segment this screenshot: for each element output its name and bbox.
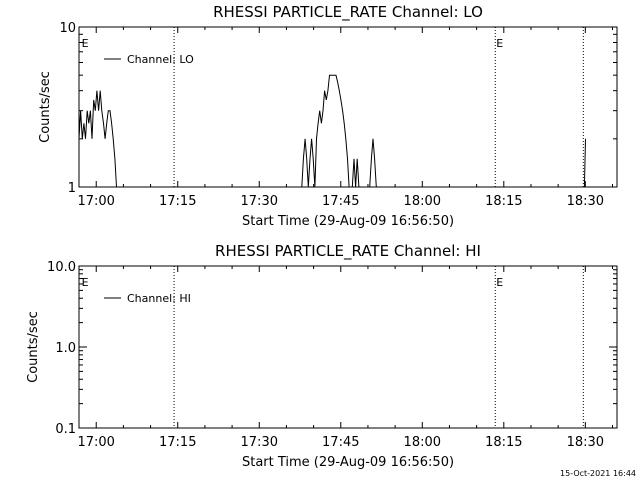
hi-chart-title: RHESSI PARTICLE_RATE Channel: HI bbox=[215, 242, 481, 261]
lo-x-tick-label: 17:15 bbox=[159, 194, 196, 209]
lo-x-tick-label: 18:00 bbox=[404, 194, 441, 209]
lo-y-tick-label: 10 bbox=[59, 21, 76, 36]
lo-channel-panel: RHESSI PARTICLE_RATE Channel: LO Start T… bbox=[38, 3, 618, 229]
lo-event-marker-label: E bbox=[496, 37, 503, 50]
lo-event-marker-label: E bbox=[82, 37, 89, 50]
hi-y-tick-label: 10.0 bbox=[47, 260, 76, 275]
hi-channel-panel: RHESSI PARTICLE_RATE Channel: HI Start T… bbox=[26, 242, 618, 470]
lo-x-axis-label: Start Time (29-Aug-09 16:56:50) bbox=[242, 214, 454, 229]
lo-plot-frame bbox=[78, 26, 618, 188]
hi-legend-label: Channel: HI bbox=[127, 292, 191, 305]
lo-series-line bbox=[78, 90, 123, 188]
lo-chart-title: RHESSI PARTICLE_RATE Channel: LO bbox=[213, 3, 483, 22]
hi-x-tick-label: 17:00 bbox=[77, 435, 114, 450]
hi-x-tick-label: 18:00 bbox=[404, 435, 441, 450]
hi-y-axis-label: Counts/sec bbox=[26, 311, 41, 383]
lo-series-line bbox=[301, 74, 361, 188]
lo-y-tick-label: 1 bbox=[68, 181, 76, 196]
generation-timestamp: 15-Oct-2021 16:44 bbox=[560, 469, 636, 478]
hi-x-tick-label: 18:30 bbox=[567, 435, 604, 450]
hi-y-tick-label: 1.0 bbox=[55, 341, 76, 356]
lo-legend-label: Channel: LO bbox=[127, 53, 194, 66]
hi-plot-frame bbox=[78, 265, 618, 429]
lo-x-tick-label: 17:45 bbox=[322, 194, 359, 209]
hi-event-marker-label: E bbox=[496, 276, 503, 289]
hi-x-tick-label: 17:15 bbox=[159, 435, 196, 450]
hi-x-tick-label: 17:45 bbox=[322, 435, 359, 450]
hi-event-marker-label: E bbox=[82, 276, 89, 289]
lo-x-tick-label: 18:30 bbox=[567, 194, 604, 209]
hi-x-tick-label: 18:15 bbox=[485, 435, 522, 450]
lo-x-tick-label: 17:00 bbox=[77, 194, 114, 209]
hi-x-axis-label: Start Time (29-Aug-09 16:56:50) bbox=[242, 455, 454, 470]
lo-x-tick-label: 17:30 bbox=[241, 194, 278, 209]
hi-x-tick-label: 17:30 bbox=[241, 435, 278, 450]
lo-y-axis-label: Counts/sec bbox=[38, 71, 53, 143]
lo-series-line bbox=[369, 138, 377, 188]
lo-x-tick-label: 18:15 bbox=[485, 194, 522, 209]
lo-series-line bbox=[583, 138, 586, 188]
hi-y-tick-label: 0.1 bbox=[55, 422, 76, 437]
